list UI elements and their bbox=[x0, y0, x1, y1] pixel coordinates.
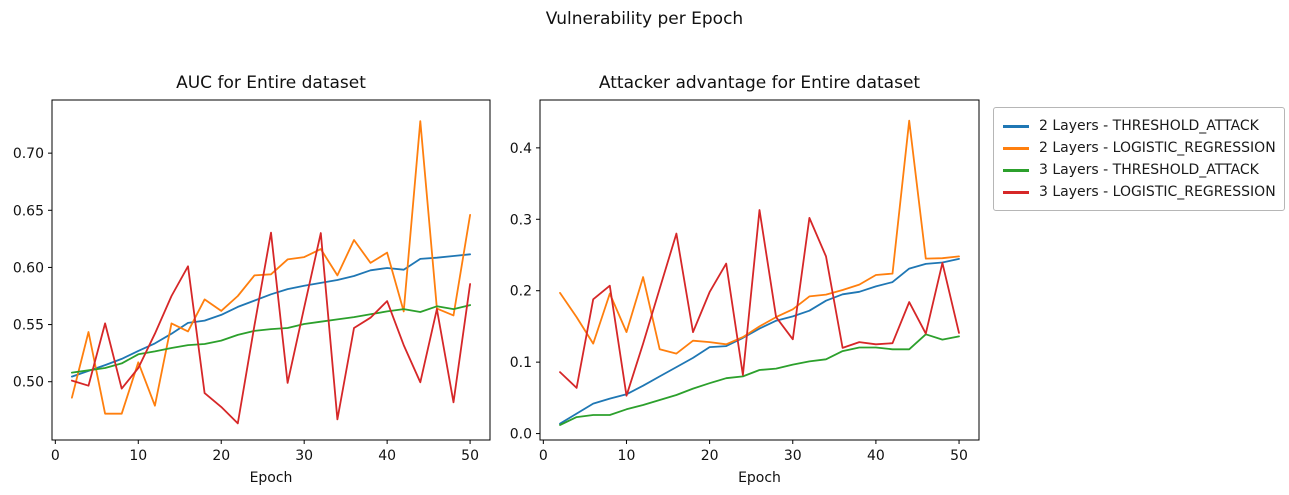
series-line-2-layers-threshold-attack bbox=[71, 253, 472, 378]
x-tick-label: 30 bbox=[784, 448, 802, 464]
series-line-3-layers-logistic-regression bbox=[71, 231, 472, 425]
chart-title: AUC for Entire dataset bbox=[176, 73, 366, 93]
series-line-2-layers-logistic-regression bbox=[559, 119, 960, 355]
y-tick-label: 0.4 bbox=[510, 141, 532, 157]
chart-title: Attacker advantage for Entire dataset bbox=[599, 73, 920, 93]
legend-line-swatch-orange bbox=[1003, 146, 1029, 150]
x-tick-label: 30 bbox=[295, 448, 313, 464]
axes-frame bbox=[539, 99, 980, 441]
y-tick-label: 0.60 bbox=[13, 260, 44, 276]
legend-item: 2 Layers - LOGISTIC_REGRESSION bbox=[994, 137, 1284, 159]
x-tick-label: 0 bbox=[539, 448, 548, 464]
y-tick-label: 0.55 bbox=[13, 318, 44, 334]
x-tick-label: 50 bbox=[461, 448, 479, 464]
legend-line-swatch-blue bbox=[1003, 124, 1029, 128]
x-tick-label: 10 bbox=[618, 448, 636, 464]
legend-line-swatch-green bbox=[1003, 168, 1029, 172]
x-tick-label: 40 bbox=[378, 448, 396, 464]
legend-item: 3 Layers - THRESHOLD_ATTACK bbox=[994, 159, 1284, 181]
x-tick-label: 20 bbox=[701, 448, 719, 464]
legend-label: 2 Layers - THRESHOLD_ATTACK bbox=[1039, 118, 1259, 134]
series-line-2-layers-threshold-attack bbox=[559, 257, 960, 425]
auc-chart: AUC for Entire dataset 0.50 0.55 0.60 0.65 0.… bbox=[13, 73, 491, 486]
series-line-2-layers-logistic-regression bbox=[71, 120, 472, 415]
y-tick-label: 0.65 bbox=[13, 203, 44, 219]
x-tick-label: 40 bbox=[867, 448, 885, 464]
x-tick-label: 20 bbox=[212, 448, 230, 464]
x-tick-label: 0 bbox=[51, 448, 60, 464]
series-line-3-layers-threshold-attack bbox=[559, 333, 960, 426]
y-tick-label: 0.3 bbox=[510, 212, 532, 228]
legend-label: 3 Layers - THRESHOLD_ATTACK bbox=[1039, 162, 1259, 178]
series-line-3-layers-threshold-attack bbox=[71, 304, 472, 374]
x-axis-label: Epoch bbox=[250, 470, 293, 486]
legend-line-swatch-red bbox=[1003, 190, 1029, 194]
x-tick-label: 10 bbox=[129, 448, 147, 464]
series-line-3-layers-logistic-regression bbox=[559, 209, 960, 397]
legend-item: 2 Layers - THRESHOLD_ATTACK bbox=[994, 115, 1284, 137]
y-tick-label: 0.70 bbox=[13, 146, 44, 162]
axes-frame bbox=[51, 99, 491, 441]
y-tick-label: 0.2 bbox=[510, 284, 532, 300]
y-tick-label: 0.0 bbox=[510, 427, 532, 443]
y-tick-label: 0.1 bbox=[510, 355, 532, 371]
figure-suptitle: Vulnerability per Epoch bbox=[545, 9, 744, 29]
y-tick-label: 0.50 bbox=[13, 375, 44, 391]
legend-label: 3 Layers - LOGISTIC_REGRESSION bbox=[1039, 184, 1276, 200]
legend-label: 2 Layers - LOGISTIC_REGRESSION bbox=[1039, 140, 1276, 156]
attacker-advantage-chart: Attacker advantage for Entire dataset 0.0… bbox=[510, 73, 980, 486]
legend: 2 Layers - THRESHOLD_ATTACK 2 Layers - L… bbox=[993, 107, 1285, 211]
x-axis-label: Epoch bbox=[738, 470, 781, 486]
x-tick-label: 50 bbox=[950, 448, 968, 464]
legend-item: 3 Layers - LOGISTIC_REGRESSION bbox=[994, 181, 1284, 203]
